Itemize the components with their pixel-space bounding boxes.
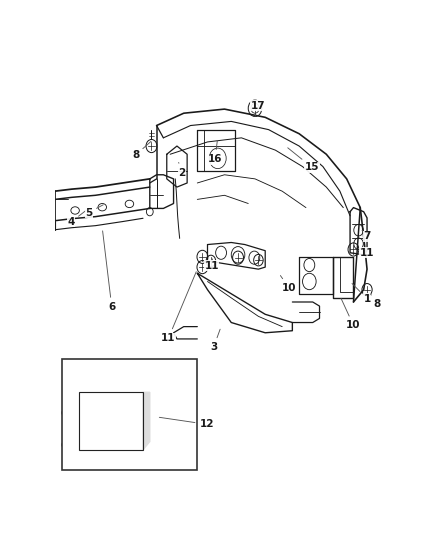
Text: 8: 8 <box>371 294 381 309</box>
Text: 11: 11 <box>204 259 219 271</box>
Ellipse shape <box>98 204 106 211</box>
Text: 3: 3 <box>210 329 220 352</box>
Text: 1: 1 <box>352 284 371 304</box>
Text: 2: 2 <box>178 163 186 177</box>
Text: 11: 11 <box>355 248 374 258</box>
Text: 15: 15 <box>288 148 319 172</box>
Text: 7: 7 <box>362 230 371 241</box>
Text: 8: 8 <box>132 141 151 160</box>
Text: 11: 11 <box>161 272 196 343</box>
Bar <box>78 392 143 450</box>
Text: 12: 12 <box>159 417 214 429</box>
Text: 4: 4 <box>67 210 86 227</box>
Text: 16: 16 <box>208 141 222 164</box>
Text: 6: 6 <box>102 231 115 312</box>
Ellipse shape <box>71 207 79 214</box>
Text: 10: 10 <box>341 298 361 330</box>
Bar <box>61 359 197 470</box>
Text: 10: 10 <box>280 276 296 293</box>
Text: 5: 5 <box>85 205 103 217</box>
Ellipse shape <box>125 200 134 207</box>
Text: 17: 17 <box>251 101 265 117</box>
Polygon shape <box>143 392 150 450</box>
